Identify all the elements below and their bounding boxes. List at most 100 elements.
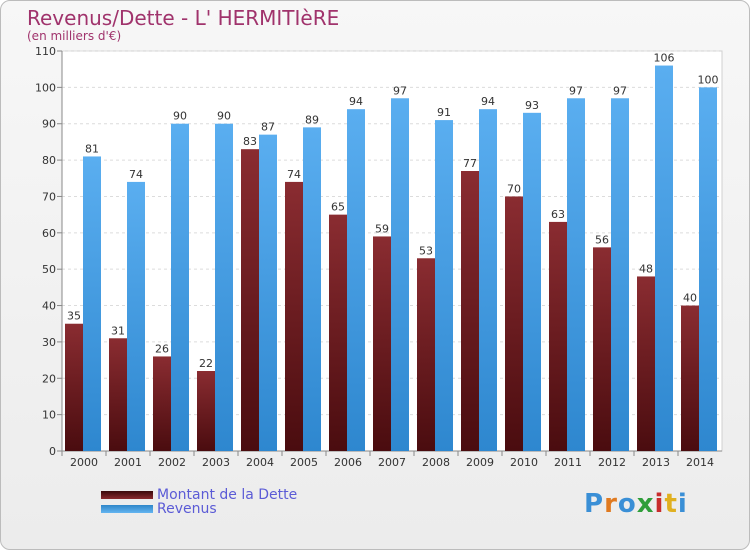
- x-tick-label: 2008: [422, 456, 450, 469]
- x-tick-label: 2011: [554, 456, 582, 469]
- y-tick-label: 60: [42, 227, 56, 240]
- data-label-revenue-2014: 100: [698, 73, 719, 86]
- bar-revenue-2009: [479, 109, 497, 451]
- logo-letter: P: [584, 489, 605, 519]
- legend-label-debt: Montant de la Dette: [157, 487, 298, 503]
- x-tick-label: 2005: [290, 456, 318, 469]
- data-label-revenue-2013: 106: [654, 52, 675, 65]
- data-label-debt-2001: 31: [111, 324, 125, 337]
- data-label-debt-2013: 48: [639, 262, 653, 275]
- bar-debt-2002: [153, 356, 171, 451]
- bar-revenue-2004: [259, 134, 277, 452]
- data-label-revenue-2004: 87: [261, 121, 275, 134]
- bar-debt-2000: [65, 323, 83, 451]
- bar-debt-2014: [681, 305, 699, 451]
- data-label-debt-2008: 53: [419, 244, 433, 257]
- logo-letter: r: [604, 489, 618, 519]
- x-tick-label: 2004: [246, 456, 274, 469]
- y-tick-label: 20: [42, 372, 56, 385]
- y-tick-label: 80: [42, 154, 56, 167]
- x-tick-label: 2000: [70, 456, 98, 469]
- x-tick-label: 2014: [686, 456, 714, 469]
- legend-label-revenue: Revenus: [157, 501, 217, 517]
- data-label-debt-2003: 22: [199, 357, 213, 370]
- logo-letter: i: [677, 489, 688, 519]
- x-tick-label: 2013: [642, 456, 670, 469]
- data-label-debt-2007: 59: [375, 222, 389, 235]
- bar-debt-2008: [417, 258, 435, 451]
- logo-letter: i: [654, 489, 665, 519]
- bar-revenue-2000: [83, 156, 101, 452]
- bar-debt-2012: [593, 247, 611, 451]
- bar-revenue-2001: [127, 181, 145, 451]
- data-label-debt-2002: 26: [155, 342, 169, 355]
- bar-revenue-2007: [391, 98, 409, 451]
- data-label-debt-2010: 70: [507, 182, 521, 195]
- y-tick-label: 100: [35, 81, 56, 94]
- legend-swatch-revenue: [101, 505, 153, 513]
- data-label-revenue-2001: 74: [129, 168, 143, 181]
- x-tick-label: 2003: [202, 456, 230, 469]
- data-label-revenue-2012: 97: [613, 84, 627, 97]
- bar-debt-2007: [373, 236, 391, 451]
- data-label-revenue-2006: 94: [349, 95, 363, 108]
- bar-debt-2001: [109, 338, 127, 451]
- y-tick-label: 70: [42, 190, 56, 203]
- logo-letter: t: [664, 489, 678, 519]
- chart-title: Revenus/Dette - L' HERMITIèRE: [27, 6, 340, 30]
- bar-revenue-2006: [347, 109, 365, 451]
- bar-revenue-2002: [171, 123, 189, 452]
- data-label-revenue-2005: 89: [305, 113, 319, 126]
- bar-debt-2006: [329, 214, 347, 451]
- bar-debt-2009: [461, 171, 479, 451]
- y-tick-label: 10: [42, 409, 56, 422]
- bar-revenue-2005: [303, 127, 321, 451]
- legend-swatch-debt: [101, 491, 153, 499]
- bar-debt-2010: [505, 196, 523, 451]
- data-label-debt-2014: 40: [683, 292, 697, 305]
- bar-debt-2004: [241, 149, 259, 451]
- logo-letter: o: [617, 489, 637, 519]
- logo-letter: x: [636, 489, 655, 519]
- bar-revenue-2011: [567, 98, 585, 451]
- x-tick-label: 2002: [158, 456, 186, 469]
- data-label-revenue-2007: 97: [393, 84, 407, 97]
- chart-subtitle: (en milliers d'€): [27, 29, 122, 43]
- bar-revenue-2013: [655, 65, 673, 451]
- data-label-debt-2012: 56: [595, 233, 609, 246]
- bar-revenue-2008: [435, 120, 453, 451]
- data-label-debt-2011: 63: [551, 208, 565, 221]
- bar-debt-2013: [637, 276, 655, 451]
- y-tick-label: 90: [42, 118, 56, 131]
- data-label-revenue-2011: 97: [569, 84, 583, 97]
- x-tick-label: 2006: [334, 456, 362, 469]
- bar-debt-2003: [197, 371, 215, 451]
- x-tick-label: 2010: [510, 456, 538, 469]
- data-label-revenue-2008: 91: [437, 106, 451, 119]
- data-label-debt-2004: 83: [243, 135, 257, 148]
- data-label-revenue-2003: 90: [217, 110, 231, 123]
- bar-debt-2005: [285, 181, 303, 451]
- data-label-debt-2006: 65: [331, 201, 345, 214]
- data-label-revenue-2009: 94: [481, 95, 495, 108]
- y-tick-label: 30: [42, 336, 56, 349]
- y-tick-label: 50: [42, 263, 56, 276]
- bar-revenue-2012: [611, 98, 629, 451]
- legend-item-debt: Montant de la Dette: [101, 487, 297, 503]
- data-label-debt-2000: 35: [67, 310, 81, 323]
- bar-revenue-2003: [215, 123, 233, 452]
- proxiti-logo: Proxiti: [584, 489, 688, 519]
- data-label-revenue-2010: 93: [525, 99, 539, 112]
- x-tick-label: 2009: [466, 456, 494, 469]
- bar-debt-2011: [549, 221, 567, 451]
- x-tick-label: 2001: [114, 456, 142, 469]
- bar-revenue-2014: [699, 87, 717, 451]
- data-label-revenue-2002: 90: [173, 110, 187, 123]
- x-tick-label: 2012: [598, 456, 626, 469]
- data-label-debt-2005: 74: [287, 168, 301, 181]
- x-tick-label: 2007: [378, 456, 406, 469]
- data-label-revenue-2000: 81: [85, 142, 99, 155]
- y-tick-label: 40: [42, 300, 56, 313]
- y-tick-label: 0: [49, 445, 56, 458]
